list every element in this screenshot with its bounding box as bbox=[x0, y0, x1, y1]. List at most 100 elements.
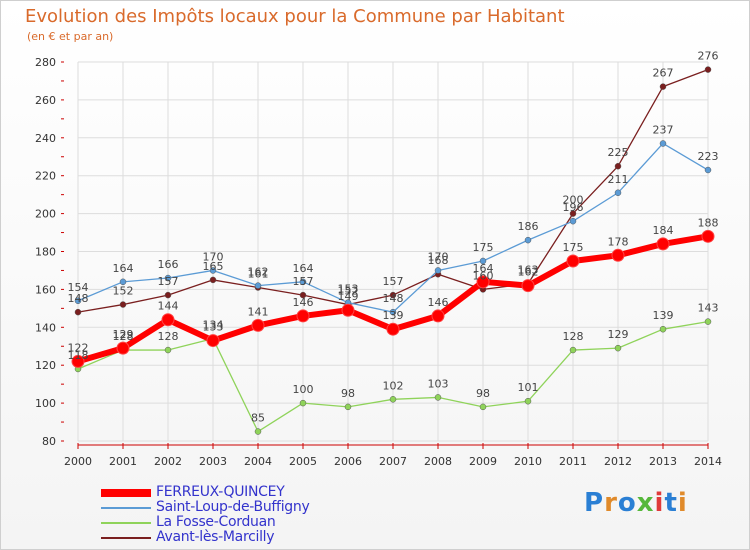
data-point bbox=[569, 210, 577, 217]
legend-item: La Fosse-Corduan bbox=[101, 514, 361, 530]
chart-title: Evolution des Impôts locaux pour la Comm… bbox=[25, 6, 565, 27]
x-tick-label: 2010 bbox=[514, 455, 542, 468]
data-label: 139 bbox=[653, 309, 674, 322]
x-tick-label: 2006 bbox=[334, 455, 362, 468]
data-label: 141 bbox=[248, 305, 269, 318]
x-tick-label: 2014 bbox=[694, 455, 722, 468]
data-point bbox=[254, 282, 262, 289]
data-point bbox=[344, 403, 352, 411]
data-label: 168 bbox=[428, 254, 449, 267]
y-tick-label: 80 bbox=[42, 435, 56, 448]
data-label: 163 bbox=[518, 264, 539, 277]
data-label: 161 bbox=[248, 268, 269, 281]
legend-label: Avant-lès-Marcilly bbox=[156, 529, 275, 545]
logo-letter: r bbox=[604, 488, 618, 518]
data-point bbox=[566, 254, 580, 268]
label-layer: 148 152 157 165 161 157 152 157 168 160 163 200 225 2… bbox=[68, 50, 719, 425]
data-label: 200 bbox=[563, 194, 584, 207]
y-tick-label: 220 bbox=[35, 170, 56, 183]
data-point bbox=[434, 267, 442, 274]
y-tick-label: 100 bbox=[35, 397, 56, 410]
logo-letter: i bbox=[654, 488, 665, 518]
data-point bbox=[389, 396, 397, 403]
data-point bbox=[299, 278, 307, 286]
data-label: 103 bbox=[428, 377, 449, 390]
data-point bbox=[659, 83, 667, 90]
x-tick-label: 2001 bbox=[109, 455, 137, 468]
proxiti-logo: Proxiti bbox=[584, 488, 688, 518]
data-label: 184 bbox=[653, 224, 674, 237]
legend: FERREUX-QUINCEY Saint-Loup-de-Buffigny La … bbox=[101, 484, 361, 545]
data-point bbox=[74, 297, 82, 305]
logo-letter: t bbox=[664, 488, 678, 518]
data-point bbox=[614, 344, 622, 352]
y-tick-label: 200 bbox=[35, 208, 56, 221]
data-label: 102 bbox=[383, 379, 404, 392]
data-point bbox=[524, 397, 532, 405]
data-point bbox=[656, 237, 670, 251]
data-label: 128 bbox=[158, 330, 179, 343]
data-label: 164 bbox=[293, 262, 314, 275]
data-label: 157 bbox=[383, 275, 404, 288]
data-label: 152 bbox=[338, 285, 359, 298]
data-label: 148 bbox=[68, 292, 89, 305]
data-point bbox=[161, 313, 175, 327]
data-point bbox=[569, 217, 577, 225]
data-label: 157 bbox=[293, 275, 314, 288]
legend-item: Saint-Loup-de-Buffigny bbox=[101, 499, 361, 515]
data-label: 276 bbox=[698, 50, 719, 63]
x-tick-label: 2000 bbox=[64, 455, 92, 468]
legend-label: La Fosse-Corduan bbox=[156, 514, 276, 530]
data-label: 144 bbox=[158, 300, 179, 313]
x-tick-label: 2008 bbox=[424, 455, 452, 468]
data-label: 139 bbox=[383, 309, 404, 322]
data-label: 98 bbox=[341, 387, 355, 400]
data-label: 122 bbox=[68, 341, 89, 354]
legend-swatch bbox=[101, 489, 151, 497]
data-point bbox=[299, 291, 307, 299]
data-label: 165 bbox=[203, 260, 224, 273]
data-point bbox=[614, 189, 622, 197]
data-label: 146 bbox=[293, 296, 314, 309]
data-label: 154 bbox=[68, 281, 89, 294]
data-point bbox=[254, 428, 262, 435]
data-point bbox=[209, 276, 217, 284]
data-point bbox=[476, 275, 490, 289]
legend-swatch bbox=[101, 522, 151, 524]
data-point bbox=[74, 308, 82, 316]
legend-item: Avant-lès-Marcilly bbox=[101, 529, 361, 545]
data-point bbox=[701, 229, 715, 243]
data-label: 166 bbox=[158, 258, 179, 271]
data-label: 118 bbox=[68, 349, 89, 362]
data-label: 129 bbox=[113, 328, 134, 341]
data-point bbox=[71, 354, 85, 368]
data-point bbox=[479, 257, 487, 265]
data-label: 175 bbox=[473, 241, 494, 254]
x-tick-label: 2012 bbox=[604, 455, 632, 468]
data-point bbox=[341, 303, 355, 317]
data-point bbox=[389, 308, 397, 316]
data-label: 146 bbox=[428, 296, 449, 309]
data-point bbox=[521, 279, 535, 293]
data-label: 178 bbox=[608, 235, 629, 248]
legend-swatch bbox=[101, 507, 151, 509]
data-label: 101 bbox=[518, 381, 539, 394]
data-label: 211 bbox=[608, 173, 629, 186]
data-point bbox=[389, 291, 397, 299]
x-tick-label: 2005 bbox=[289, 455, 317, 468]
data-label: 160 bbox=[473, 269, 494, 282]
data-label: 100 bbox=[293, 383, 314, 396]
data-label: 152 bbox=[113, 285, 134, 298]
data-point bbox=[386, 322, 400, 336]
data-label: 237 bbox=[653, 123, 674, 136]
y-tick-label: 240 bbox=[35, 132, 56, 145]
data-label: 128 bbox=[113, 330, 134, 343]
data-label: 162 bbox=[518, 266, 539, 279]
data-label: 223 bbox=[698, 150, 719, 163]
data-point bbox=[116, 341, 130, 355]
data-label: 170 bbox=[428, 250, 449, 263]
data-label: 164 bbox=[473, 262, 494, 275]
data-label: 143 bbox=[698, 302, 719, 315]
x-tick-label: 2007 bbox=[379, 455, 407, 468]
data-label: 162 bbox=[248, 266, 269, 279]
